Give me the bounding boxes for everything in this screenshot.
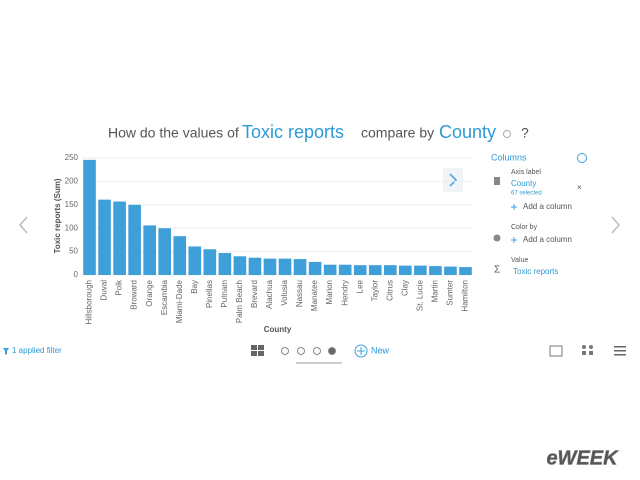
axis-remove[interactable]: × bbox=[577, 183, 582, 192]
filter-link[interactable]: 1 applied filter bbox=[12, 346, 62, 355]
bar bbox=[414, 265, 427, 275]
x-tick-label: Taylor bbox=[370, 280, 379, 302]
panel-close[interactable] bbox=[577, 153, 587, 163]
tool-icon[interactable] bbox=[582, 345, 593, 355]
x-axis-title: County bbox=[264, 325, 292, 334]
add-icon bbox=[511, 237, 517, 243]
title-middle: compare by bbox=[361, 125, 434, 141]
x-tick-label: Alachua bbox=[265, 279, 274, 308]
scroll-icon bbox=[449, 173, 458, 187]
bar bbox=[188, 246, 202, 275]
add-icon bbox=[511, 204, 517, 210]
y-tick-label: 50 bbox=[69, 247, 78, 256]
title-prefix: How do the values of bbox=[108, 125, 239, 141]
x-tick-label: St. Lucie bbox=[415, 279, 424, 311]
bar bbox=[338, 264, 352, 275]
y-tick-label: 250 bbox=[65, 153, 79, 162]
bar bbox=[383, 265, 397, 275]
bar bbox=[83, 159, 96, 275]
new-plus bbox=[357, 347, 365, 355]
x-tick-label: Duval bbox=[100, 280, 109, 301]
add-color[interactable]: Add a column bbox=[523, 235, 572, 244]
x-tick-label: Escambia bbox=[160, 279, 169, 315]
x-tick-label: Pinellas bbox=[205, 280, 214, 308]
dimension-info[interactable] bbox=[503, 130, 511, 138]
bar bbox=[353, 265, 367, 275]
bar bbox=[143, 225, 156, 275]
watermark: eWEEK bbox=[546, 447, 619, 469]
scroll-button[interactable] bbox=[443, 168, 463, 192]
x-tick-label: Hamilton bbox=[461, 280, 470, 312]
y-tick-label: 100 bbox=[65, 223, 79, 232]
x-tick-label: Clay bbox=[400, 280, 409, 296]
bar bbox=[128, 204, 141, 275]
bar bbox=[459, 267, 472, 275]
bar bbox=[293, 259, 307, 275]
bar bbox=[263, 258, 277, 275]
bar bbox=[308, 261, 322, 275]
x-tick-label: Hendry bbox=[340, 280, 349, 306]
axis-selected: 67 selected bbox=[511, 191, 542, 197]
x-tick-label: Nassau bbox=[295, 280, 304, 307]
axis-label-heading: Axis label bbox=[511, 169, 541, 176]
y-axis-title: Toxic reports (Sum) bbox=[53, 178, 62, 253]
bar bbox=[278, 258, 292, 275]
grid-view-icon[interactable] bbox=[251, 345, 264, 356]
y-tick-label: 200 bbox=[65, 177, 79, 186]
x-tick-label: Hillsborough bbox=[85, 280, 94, 324]
x-tick-label: Volusia bbox=[280, 279, 289, 305]
x-tick-label: Brevard bbox=[250, 280, 259, 308]
new-button[interactable]: New bbox=[371, 345, 390, 355]
bar bbox=[98, 199, 111, 275]
value-column[interactable]: Toxic reports bbox=[513, 267, 558, 276]
x-tick-label: Palm Beach bbox=[235, 280, 244, 323]
color-by-heading: Color by bbox=[511, 224, 538, 231]
filter-icon bbox=[3, 348, 9, 355]
x-tick-label: Polk bbox=[115, 279, 124, 296]
axis-column[interactable]: County bbox=[511, 179, 536, 188]
dimension-selector[interactable]: County bbox=[439, 122, 496, 142]
x-tick-label: Sumter bbox=[446, 280, 455, 306]
prev-arrow[interactable] bbox=[19, 216, 28, 234]
bar bbox=[113, 201, 126, 275]
x-tick-label: Manatee bbox=[310, 279, 319, 311]
title-suffix: ? bbox=[521, 125, 529, 141]
y-tick-label: 0 bbox=[74, 270, 79, 279]
bar bbox=[444, 266, 457, 275]
value-heading: Value bbox=[511, 257, 528, 264]
new-icon bbox=[354, 344, 368, 358]
bar bbox=[368, 265, 382, 275]
panel-title: Columns bbox=[491, 152, 527, 162]
bar bbox=[218, 253, 232, 275]
x-tick-label: Orange bbox=[145, 279, 154, 306]
bar bbox=[323, 264, 337, 275]
x-tick-label: Bay bbox=[190, 280, 199, 294]
x-tick-label: Miami-Dade bbox=[175, 279, 184, 323]
x-tick-label: Broward bbox=[130, 280, 139, 310]
list-icon[interactable] bbox=[614, 346, 626, 356]
x-tick-label: Putnam bbox=[220, 280, 229, 308]
measure-selector[interactable]: Toxic reports bbox=[242, 122, 344, 142]
page-dots[interactable] bbox=[281, 347, 336, 355]
bar bbox=[203, 249, 217, 275]
value-symbol: Σ bbox=[494, 265, 500, 276]
add-axis[interactable]: Add a column bbox=[523, 202, 572, 211]
bar bbox=[399, 265, 412, 275]
bar bbox=[248, 257, 262, 275]
x-tick-label: Martin bbox=[431, 280, 440, 302]
bar bbox=[173, 236, 187, 275]
bar bbox=[429, 266, 442, 275]
bar bbox=[158, 228, 172, 275]
next-arrow[interactable] bbox=[611, 216, 620, 234]
y-tick-label: 150 bbox=[65, 200, 79, 209]
axis-icon bbox=[494, 177, 500, 185]
bar bbox=[233, 256, 247, 275]
tool-icon[interactable] bbox=[549, 345, 563, 357]
color-icon bbox=[493, 234, 501, 242]
x-tick-label: Lee bbox=[355, 279, 364, 293]
x-tick-label: Citrus bbox=[385, 280, 394, 301]
x-tick-label: Marion bbox=[325, 280, 334, 304]
